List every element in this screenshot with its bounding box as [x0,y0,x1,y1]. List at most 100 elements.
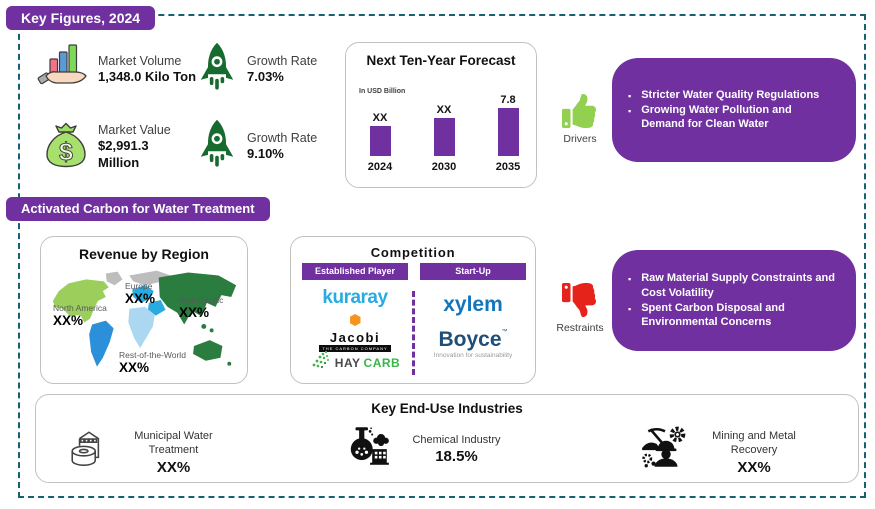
growth-rate-volume-label: Growth Rate [247,54,318,68]
dashed-frame [18,14,866,498]
region-label-rest-of-world: Rest-of-the-World XX% [119,350,186,375]
rocket-icon [199,39,235,102]
end-use-title: Key End-Use Industries [371,401,523,416]
restraint-item-text: Spent Carbon Disposal and Environmental … [641,301,785,329]
boyce-wordmark: Boyce [438,328,502,351]
chemical-industry-icon [344,423,392,474]
world-map [47,267,243,386]
money-bag-icon: $ [40,116,92,175]
column-divider [412,291,415,375]
water-treatment-icon [67,427,113,476]
drivers-caption: Drivers [563,133,597,145]
revenue-by-region-card: Revenue by Region Europe XX% North Ameri… [40,236,248,384]
growth-rate-volume-stat: Growth Rate 7.03% [247,53,317,86]
thumbs-down-icon [562,281,597,324]
bar-value-label: XX [436,104,452,116]
end-use-item-chemical: Chemical Industry 18.5% [394,433,519,465]
region-value: XX% [53,313,84,328]
bar-value-label: 7.8 [500,94,516,106]
drivers-box: Stricter Water Quality Regulations Growi… [612,58,856,162]
thumbs-up-icon [562,92,597,135]
end-use-label: Municipal Water Treatment [134,430,213,457]
jacobi-wordmark: Jacobi [329,330,381,345]
market-volume-stat: Market Volume 1,348.0 Kilo Ton [98,53,196,86]
market-volume-value: 1,348.0 Kilo Ton [98,69,197,85]
driver-item-text: Stricter Water Quality Regulations [641,88,820,101]
forecast-bar-2035: 7.8 2035 [492,94,524,173]
forecast-card: Next Ten-Year Forecast In USD Billion XX… [345,42,537,188]
bar-year-label: 2035 [495,161,521,173]
market-value-value: $2,991.3 Million [98,138,149,171]
boyce-trademark: ™ [501,329,508,335]
restraint-item-text: Raw Material Supply Constraints and Cost… [641,271,835,299]
bar-rect [369,126,391,156]
growth-rate-value-label: Growth Rate [247,131,318,145]
svg-text:$: $ [59,138,73,166]
competition-card: Competition Established Player Start-Up … [290,236,536,384]
region-label-asia-pacific: Asia-Pacific XX% [179,295,223,320]
region-card-title: Revenue by Region [79,246,209,262]
bar-rect [497,108,519,156]
end-use-item-mining: Mining and Metal Recovery XX% [698,429,810,476]
growth-rate-volume-value: 7.03% [247,69,284,85]
boyce-tagline: Innovation for sustainability [433,352,513,359]
rocket-icon [199,116,235,179]
xylem-logo: xylem [443,293,503,316]
forecast-bar-2024: XX 2024 [364,112,396,173]
end-use-label: Chemical Industry [412,434,501,446]
end-use-value: XX% [737,458,771,476]
haycarb-swoosh-icon [310,349,332,376]
established-player-header: Established Player [302,263,408,280]
region-value: XX% [125,291,156,306]
end-use-value: XX% [156,458,191,476]
jacobi-logo: Jacobi THE CARBON COMPANY [302,313,408,352]
market-value-label: Market Value [98,123,171,137]
bar-rect [433,118,455,156]
section-banner: Activated Carbon for Water Treatment [6,197,270,221]
region-name: Rest-of-the-World [119,350,186,360]
bar-value-label: XX [372,112,388,124]
jacobi-hexagon-icon [349,314,361,326]
forecast-title: Next Ten-Year Forecast [366,53,516,68]
end-use-item-municipal: Municipal Water Treatment XX% [116,429,231,476]
region-name: North America [53,303,107,313]
end-use-label: Mining and Metal Recovery [712,430,796,457]
key-figures-banner: Key Figures, 2024 [6,6,156,30]
restraint-item: Spent Carbon Disposal and Environmental … [626,301,848,331]
haycarb-logo: HAY CARB [297,349,413,376]
region-value: XX% [119,360,150,375]
restraint-item: Raw Material Supply Constraints and Cost… [626,271,848,301]
section-banner-label: Activated Carbon for Water Treatment [21,201,255,216]
kuraray-logo: kuraray [322,287,388,308]
bar-year-label: 2024 [367,161,393,173]
driver-item: Growing Water Pollution and Demand for C… [626,103,848,133]
region-name: Europe [125,281,153,291]
hand-chart-icon [36,40,92,95]
region-label-europe: Europe XX% [125,281,155,306]
restraints-box: Raw Material Supply Constraints and Cost… [612,250,856,351]
haycarb-wordmark-hay: HAY [334,355,361,370]
region-name: Asia-Pacific [179,295,224,305]
growth-rate-value-stat: Growth Rate 9.10% [247,130,317,163]
boyce-logo: Boyce™ Innovation for sustainability [420,329,526,359]
driver-item-text: Growing Water Pollution and Demand for C… [641,103,792,131]
haycarb-wordmark-carb: CARB [363,355,401,370]
region-label-north-america: North America XX% [53,303,107,328]
restraints-caption: Restraints [556,322,604,334]
forecast-unit-label: In USD Billion [359,88,406,95]
startup-header: Start-Up [420,263,526,280]
forecast-bar-2030: XX 2030 [428,104,460,173]
end-use-card: Key End-Use Industries Municipal Water T… [35,394,859,483]
jacobi-tagline: THE CARBON COMPANY [319,345,391,352]
end-use-value: 18.5% [435,448,478,466]
market-volume-label: Market Volume [98,54,182,68]
competition-title: Competition [370,245,456,260]
market-value-stat: Market Value $2,991.3 Million [98,122,182,172]
mining-icon [640,425,690,476]
driver-item: Stricter Water Quality Regulations [626,88,848,103]
region-value: XX% [179,305,210,320]
bar-year-label: 2030 [431,161,457,173]
growth-rate-value-value: 9.10% [247,146,284,162]
key-figures-banner-label: Key Figures, 2024 [21,10,141,26]
